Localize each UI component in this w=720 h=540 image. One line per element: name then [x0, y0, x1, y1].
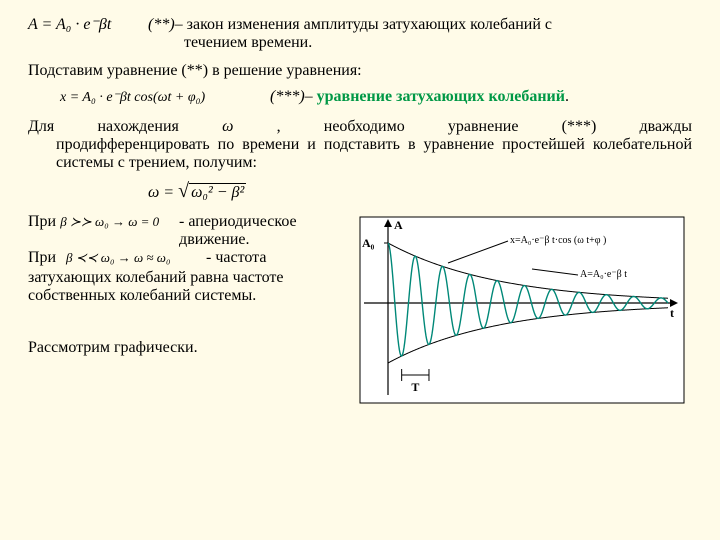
svg-text:A₀: A₀ [362, 236, 375, 250]
p6: Рассмотрим графически. [28, 339, 342, 357]
p5b: - частота [206, 249, 266, 267]
p3d: , [277, 118, 281, 136]
text-1c: течением времени. [28, 34, 692, 52]
green-term: уравнение затухающих колебаний [317, 88, 565, 105]
p4a: При [28, 213, 60, 231]
p5a: При [28, 249, 66, 267]
p3c: ω [222, 118, 233, 136]
p3g: (***) [562, 118, 597, 136]
paragraph-2: Подставим уравнение (**) в решение уравн… [28, 62, 692, 80]
p3i: продифференцировать по времени и подстав… [28, 136, 692, 172]
p4b: - апериодическое движение. [179, 213, 342, 249]
ref-mark-2: (***)– [270, 88, 317, 105]
svg-text:T: T [411, 380, 419, 394]
text-1b: – закон изменения амплитуды затухающих к… [175, 16, 552, 33]
svg-text:x=A₀·e⁻β t·cos (ω t+φ ): x=A₀·e⁻β t·cos (ω t+φ ) [510, 235, 606, 246]
svg-text:A=A₀·e⁻β t: A=A₀·e⁻β t [580, 269, 627, 280]
text-2c: . [565, 88, 569, 105]
equation-3: ω = √ω₀² − β² [28, 180, 692, 203]
p3b: нахождения [97, 118, 178, 136]
svg-text:A: A [394, 218, 403, 232]
damped-oscillation-graph: T A₀ At x=A₀·e⁻β t·cos (ω t+φ ) A=A₀·e⁻β t [352, 213, 692, 413]
cond-1: β ≻≻ ω₀ → ω = 0 [60, 214, 179, 230]
p3f: уравнение [448, 118, 519, 136]
svg-text:t: t [670, 306, 674, 320]
cond-2: β ≺≺ ω₀ → ω ≈ ω₀ [66, 250, 206, 266]
p5c: затухающих колебаний равна частоте собст… [28, 269, 342, 305]
p3a: Для [28, 118, 54, 136]
p3h: дважды [639, 118, 692, 136]
ref-mark-1: (**) [148, 16, 175, 33]
equation-2: x = A₀ · e⁻βt cos(ωt + φ₀) [60, 89, 270, 106]
equation-1: A = A₀ · e⁻βt [28, 14, 148, 34]
p3e: необходимо [324, 118, 405, 136]
